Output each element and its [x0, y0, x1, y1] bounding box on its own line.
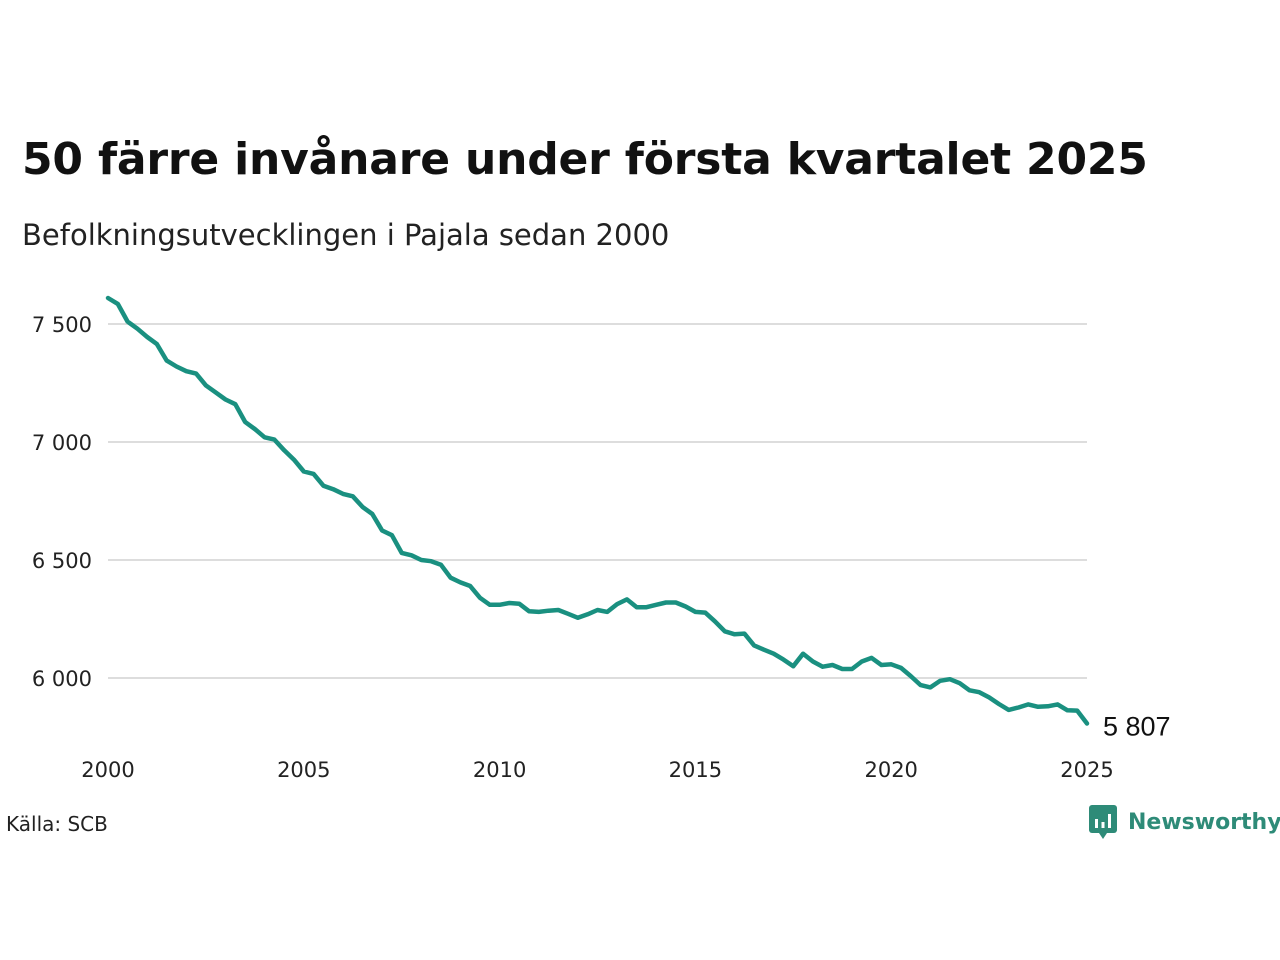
- x-tick-label: 2005: [277, 758, 330, 782]
- y-tick-label: 7 500: [32, 313, 92, 337]
- y-tick-label: 6 000: [32, 667, 92, 691]
- last-value-label: 5 807: [1103, 712, 1171, 742]
- y-tick-label: 7 000: [32, 431, 92, 455]
- y-tick-label: 6 500: [32, 549, 92, 573]
- source-note: Källa: SCB: [6, 812, 108, 836]
- series-line: [105, 295, 1090, 726]
- y-axis: 6 000 6 500 7 000 7 500: [32, 313, 92, 691]
- grid-lines: [108, 323, 1087, 679]
- chart-title: 50 färre invånare under första kvartalet…: [22, 134, 1148, 185]
- x-axis: 2000 2005 2010 2015 2020 2025: [81, 758, 1113, 782]
- x-tick-label: 2020: [864, 758, 917, 782]
- x-tick-label: 2000: [81, 758, 134, 782]
- chart-subtitle: Befolkningsutvecklingen i Pajala sedan 2…: [22, 218, 670, 252]
- x-tick-label: 2025: [1060, 758, 1113, 782]
- brand-logo: Newsworthy: [1088, 804, 1280, 840]
- newsworthy-logo-icon: [1089, 805, 1117, 839]
- brand-name: Newsworthy: [1128, 809, 1280, 835]
- x-tick-label: 2010: [473, 758, 526, 782]
- x-tick-label: 2015: [669, 758, 722, 782]
